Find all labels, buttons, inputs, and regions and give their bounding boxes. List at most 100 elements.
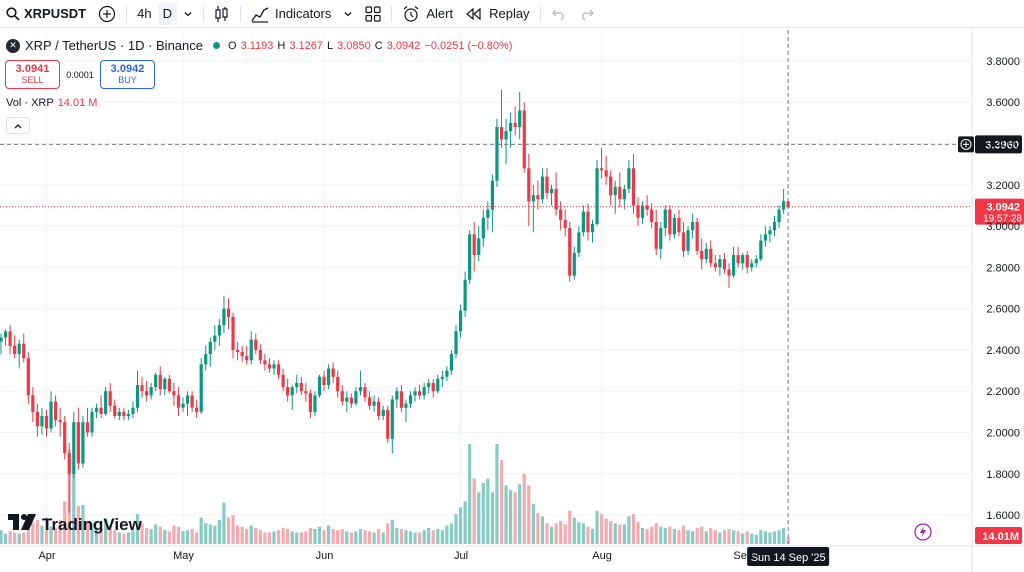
undo-button[interactable] [545, 0, 573, 28]
volume-bar [440, 530, 444, 544]
volume-bar [704, 531, 708, 544]
volume-bar [449, 523, 454, 544]
candle-body [85, 422, 90, 433]
volume-bar [486, 478, 490, 544]
volume-bar [531, 503, 535, 544]
chart-type-button[interactable] [208, 0, 236, 28]
volume-bar [167, 531, 171, 544]
layouts-button[interactable] [359, 0, 387, 28]
symbol-search-button[interactable]: XRPUSDT [0, 0, 92, 28]
volume-bar [254, 527, 258, 544]
time-tick-label: Jul [454, 550, 468, 562]
candle-body [386, 409, 390, 439]
replay-button[interactable]: Replay [459, 0, 535, 28]
candle-body [654, 221, 658, 249]
candle-body [217, 325, 221, 336]
volume-bar [190, 529, 194, 544]
candle-body [609, 176, 613, 196]
replay-label: Replay [489, 6, 530, 21]
candle-body [76, 422, 80, 464]
candle-body [317, 376, 322, 396]
volume-bar [258, 530, 262, 544]
volume-bar [691, 531, 695, 544]
candle-body [782, 201, 786, 210]
volume-bar [63, 501, 67, 544]
volume-bar [195, 532, 199, 544]
candle-body [454, 331, 458, 355]
candle-body [481, 217, 485, 239]
volume-bar [395, 527, 399, 544]
volume-bar [513, 492, 517, 544]
events-lightning-icon[interactable] [914, 523, 932, 541]
volume-bar [499, 460, 504, 544]
volume-bar [308, 527, 312, 544]
volume-price-label: 14.01M [982, 531, 1019, 543]
volume-legend-value: 14.01 M [57, 97, 98, 109]
candle-body [304, 391, 308, 394]
volume-bar [495, 444, 499, 544]
volume-bar [718, 532, 722, 544]
chart-grid [0, 30, 1024, 572]
collapse-legend-button[interactable] [6, 117, 30, 134]
volume-bar [431, 530, 435, 544]
volume-bar [295, 532, 299, 544]
volume-bar [358, 529, 363, 544]
volume-bar [445, 525, 449, 544]
volume-bar [622, 524, 626, 544]
candle-body [727, 269, 731, 276]
volume-bar [650, 526, 654, 544]
interval-dropdown-button[interactable] [177, 0, 199, 28]
volume-bar [313, 529, 317, 544]
candle-body [722, 259, 727, 270]
volume-bar [181, 531, 185, 544]
volume-bar [208, 524, 212, 544]
volume-bar [777, 530, 781, 544]
lightning-glyph [920, 526, 926, 538]
volume-legend: Vol · XRP 14.01 M [6, 97, 97, 109]
buy-button[interactable]: 3.0942 BUY [100, 60, 155, 89]
sell-button[interactable]: 3.0941 SELL [5, 60, 60, 89]
high-label: H [277, 39, 286, 52]
tradingview-logo[interactable]: TradingView [8, 514, 142, 535]
volume-bar [140, 523, 144, 544]
volume-bar [113, 530, 117, 544]
volume-bar [340, 529, 344, 544]
candle-body [40, 416, 44, 427]
interval-d-button[interactable]: D [157, 2, 177, 25]
candle-body [208, 341, 212, 355]
volume-bar [458, 507, 463, 544]
volume-bar [145, 527, 149, 544]
tradingview-logo-icon [8, 514, 38, 535]
candle-body [295, 382, 299, 388]
volume-bar [290, 531, 294, 544]
candle-body [240, 352, 244, 357]
candle-body [495, 127, 499, 181]
candle-body [135, 385, 140, 408]
volume-bar [741, 533, 745, 544]
alert-button[interactable]: Alert [396, 0, 459, 28]
candle-body [204, 354, 208, 365]
candle-body [26, 358, 30, 396]
toolbar-divider [202, 5, 204, 22]
volume-bar [722, 530, 727, 544]
volume-bar [99, 527, 103, 544]
candle-body [700, 250, 704, 260]
indicators-dropdown-button[interactable] [337, 0, 359, 28]
price-axis[interactable]: 3.8000 3.6000 3.4000 3.2000 3.0000 2.8000 2.60… [986, 56, 1020, 522]
volume-bar [727, 529, 731, 544]
candle-body [408, 395, 413, 404]
time-axis[interactable]: Apr May Jun Jul Aug Sep [38, 550, 753, 562]
volume-bar [527, 485, 531, 544]
close-value: 3.0942 [386, 39, 421, 52]
compare-symbol-button[interactable] [92, 0, 122, 28]
interval-4h-button[interactable]: 4h [131, 0, 157, 28]
volume-bar [418, 532, 422, 544]
candle-body [17, 343, 21, 355]
volume-bar [217, 519, 221, 544]
volume-bar [768, 532, 772, 544]
indicators-button[interactable]: Indicators [245, 0, 337, 28]
candle-body [718, 259, 722, 268]
redo-button[interactable] [573, 0, 601, 28]
add-alert-plus-icon[interactable] [958, 136, 974, 153]
